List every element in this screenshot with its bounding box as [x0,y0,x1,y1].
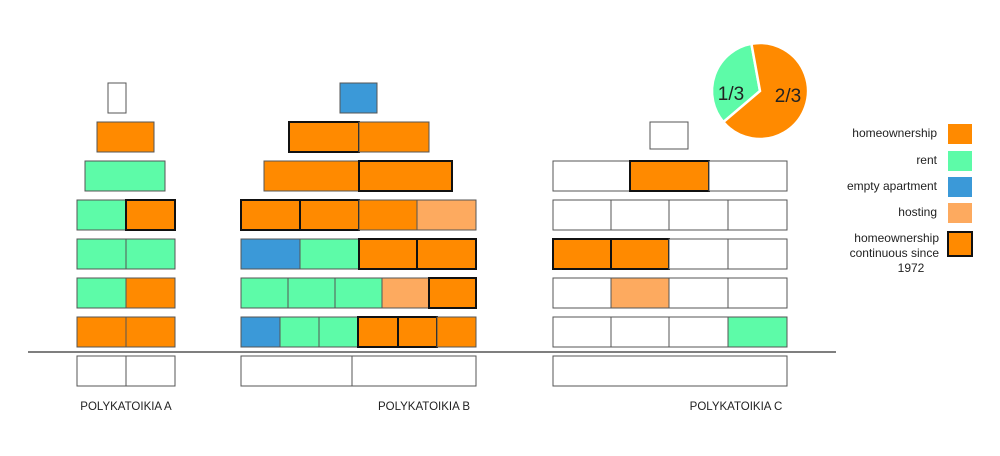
building-b-floor-3-unit-0-homeownership-continuous [240,199,301,231]
building-c-floor-2-unit-2-vacant [668,199,729,231]
building-c-floor-0-unit-0-vacant [649,121,689,150]
legend: homeownership rent empty apartment hosti… [847,124,973,275]
legend-label-empty-apartment: empty apartment [847,179,938,193]
building-c-floor-3-unit-1-homeownership-continuous [610,238,670,270]
building-a-label: POLYKATOIKIA A [80,401,172,413]
building-a-floor-2-unit-0-rent [84,160,166,192]
building-c-floor-3-unit-3-vacant [727,238,788,270]
building-b-floor-6-unit-5-homeownership [436,316,477,348]
building-b-floor-5-unit-0-rent [240,277,289,309]
building-b [240,82,477,387]
building-c-floor-4-unit-0-vacant [552,277,612,309]
building-b-floor-1-unit-1-homeownership [358,121,430,153]
legend-label-continuous-line-3: 1972 [898,261,925,275]
building-b-floor-6-unit-0-empty-apartment [240,316,281,348]
building-b-floor-4-unit-3-homeownership-continuous [416,238,477,270]
legend-swatch-continuous [947,231,973,257]
building-a-floor-3-unit-1-homeownership-continuous [125,199,176,231]
legend-swatch-empty-apartment [948,177,972,197]
building-b-floor-3-unit-1-homeownership-continuous [299,199,360,231]
building-c-floor-5-unit-1-vacant [610,316,670,348]
building-a-floor-0-unit-0-vacant [107,82,127,114]
pie-label-one-third: 1/3 [718,84,744,105]
building-c-floor-4-unit-3-vacant [727,277,788,309]
legend-label-rent: rent [916,153,937,167]
legend-label-continuous-line-2: continuous since [850,246,940,260]
building-c-floor-1-unit-1-homeownership-continuous [629,160,710,192]
building-b-floor-5-unit-2-rent [334,277,383,309]
legend-swatch-homeownership [948,124,972,144]
building-c-label: POLYKATOIKIA C [690,401,783,413]
pie-slice-two-thirds [721,41,810,141]
building-a-floor-6-unit-1-homeownership [125,316,176,348]
building-b-floor-6-unit-1-rent [279,316,320,348]
building-c-floor-2-unit-1-vacant [610,199,670,231]
building-c-floor-6-unit-0-vacant [552,355,788,387]
building-a-floor-7-unit-1-vacant [125,355,176,387]
building-c-floor-5-unit-3-rent [727,316,788,348]
building-a-floor-4-unit-1-rent [125,238,176,270]
building-b-floor-6-unit-3-homeownership-continuous [357,316,399,348]
building-b-floor-7-unit-0-vacant [240,355,353,387]
building-b-floor-2-unit-1-homeownership-continuous [358,160,453,192]
pie-label-two-thirds: 2/3 [775,86,801,107]
building-a [76,82,176,387]
building-b-floor-3-unit-3-hosting [416,199,477,231]
building-a-floor-6-unit-0-homeownership [76,316,127,348]
building-b-floor-5-unit-1-rent [287,277,336,309]
building-b-floor-3-unit-2-homeownership [358,199,418,231]
building-a-floor-5-unit-1-homeownership [125,277,176,309]
building-c-floor-4-unit-2-vacant [668,277,729,309]
building-b-floor-4-unit-0-empty-apartment [240,238,301,270]
building-b-floor-6-unit-2-rent [318,316,359,348]
building-c-floor-2-unit-0-vacant [552,199,612,231]
building-c-floor-1-unit-2-vacant [708,160,788,192]
building-c-floor-5-unit-0-vacant [552,316,612,348]
building-c-floor-2-unit-3-vacant [727,199,788,231]
building-a-floor-1-unit-0-homeownership [96,121,155,153]
legend-label-hosting: hosting [898,205,937,219]
building-b-floor-2-unit-0-homeownership [263,160,360,192]
building-b-floor-4-unit-2-homeownership-continuous [358,238,418,270]
legend-label-homeownership: homeownership [852,126,937,140]
building-a-floor-5-unit-0-rent [76,277,127,309]
building-b-floor-4-unit-1-rent [299,238,360,270]
pie-slice-one-third [710,42,762,124]
building-b-floor-7-unit-1-vacant [351,355,477,387]
building-a-floor-3-unit-0-rent [76,199,127,231]
building-c-floor-5-unit-2-vacant [668,316,729,348]
legend-swatch-rent [948,151,972,171]
building-b-label: POLYKATOIKIA B [378,401,470,413]
legend-label-continuous-line-1: homeownership [854,231,939,245]
building-b-floor-5-unit-4-homeownership-continuous [428,277,477,309]
legend-swatch-hosting [948,203,972,223]
building-a-floor-4-unit-0-rent [76,238,127,270]
building-b-floor-6-unit-4-homeownership-continuous [397,316,438,348]
building-c-floor-4-unit-1-hosting [610,277,670,309]
ownership-pie-chart: 1/3 2/3 [710,41,810,141]
building-c [552,121,788,387]
building-b-floor-0-unit-0-empty-apartment [339,82,378,114]
building-c-floor-1-unit-0-vacant [552,160,631,192]
building-c-floor-3-unit-0-homeownership-continuous [552,238,612,270]
building-a-floor-7-unit-0-vacant [76,355,127,387]
building-b-floor-1-unit-0-homeownership-continuous [288,121,360,153]
building-c-floor-3-unit-2-vacant [668,238,729,270]
building-b-floor-5-unit-3-hosting [381,277,430,309]
